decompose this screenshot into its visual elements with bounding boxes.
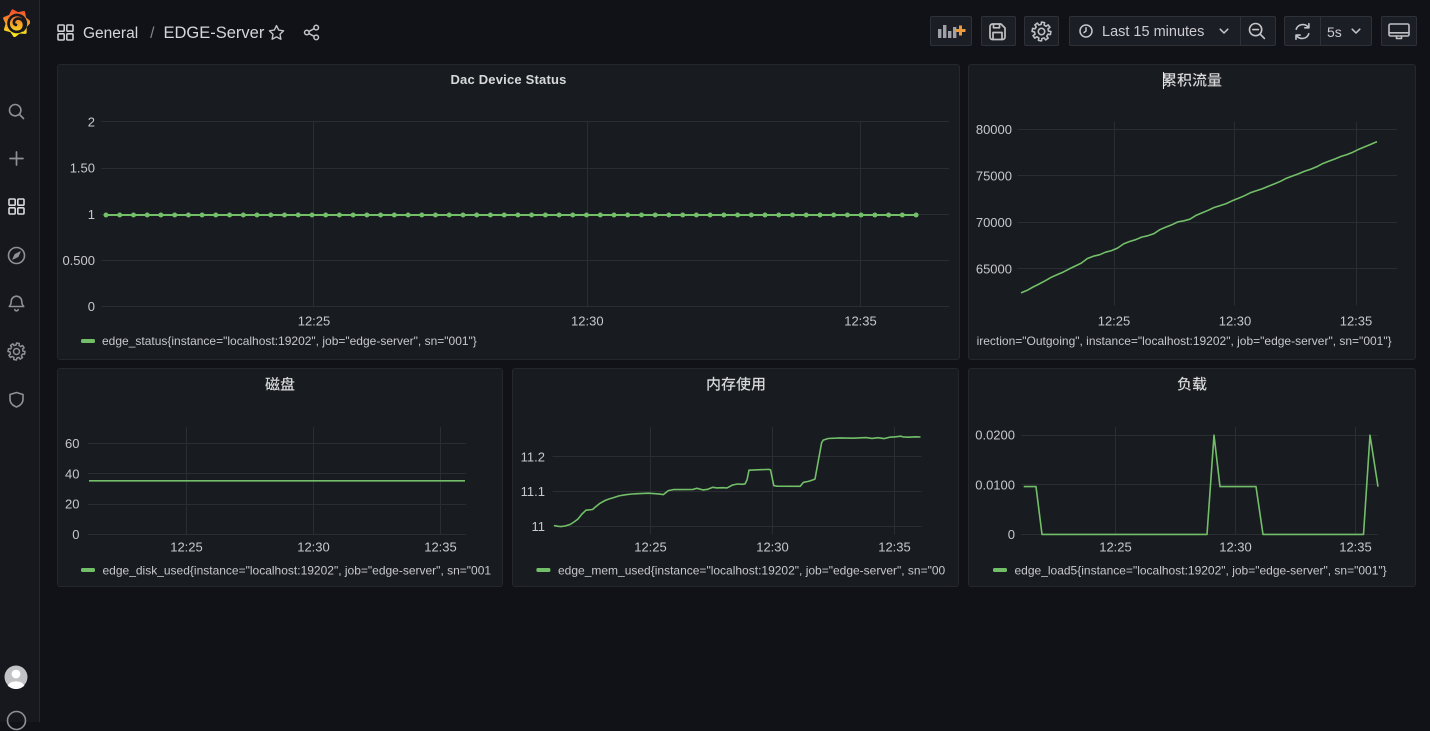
svg-text:12:35: 12:35 — [424, 540, 457, 555]
svg-text:12:25: 12:25 — [1098, 313, 1131, 328]
svg-text:60: 60 — [65, 436, 79, 451]
svg-text:80000: 80000 — [976, 122, 1012, 137]
svg-text:12:35: 12:35 — [878, 540, 911, 555]
svg-text:12:30: 12:30 — [756, 540, 789, 555]
svg-text:2: 2 — [88, 114, 95, 129]
svg-text:0.0200: 0.0200 — [975, 428, 1015, 443]
svg-text:11.1: 11.1 — [521, 484, 545, 499]
svg-text:0.0100: 0.0100 — [975, 477, 1015, 492]
svg-text:12:30: 12:30 — [297, 540, 330, 555]
svg-text:12:30: 12:30 — [1219, 313, 1252, 328]
svg-text:edge_status{instance="localhos: edge_status{instance="localhost:19202", … — [102, 334, 477, 348]
svg-text:40: 40 — [65, 466, 79, 481]
svg-text:12:25: 12:25 — [170, 540, 203, 555]
svg-text:0: 0 — [1008, 527, 1015, 542]
svg-text:1: 1 — [88, 207, 95, 222]
svg-text:edge_load5{instance="localhost: edge_load5{instance="localhost:19202", j… — [1015, 564, 1387, 578]
svg-text:edge_mem_used{instance="localh: edge_mem_used{instance="localhost:19202"… — [558, 564, 946, 578]
svg-text:11.2: 11.2 — [521, 449, 545, 464]
svg-text:0: 0 — [72, 527, 79, 542]
svg-text:0.500: 0.500 — [62, 253, 95, 268]
svg-text:12:35: 12:35 — [1339, 540, 1372, 555]
svg-text:11: 11 — [532, 519, 546, 534]
svg-text:12:25: 12:25 — [634, 540, 667, 555]
svg-text:1.50: 1.50 — [70, 161, 95, 176]
svg-text:12:35: 12:35 — [844, 313, 877, 328]
svg-text:12:30: 12:30 — [1219, 540, 1252, 555]
svg-text:irection="Outgoing", instance=: irection="Outgoing", instance="localhost… — [977, 334, 1392, 348]
svg-text:75000: 75000 — [976, 168, 1012, 183]
svg-text:65000: 65000 — [976, 261, 1012, 276]
svg-text:70000: 70000 — [976, 215, 1012, 230]
svg-text:12:25: 12:25 — [1099, 540, 1132, 555]
svg-text:12:25: 12:25 — [298, 313, 331, 328]
svg-text:12:35: 12:35 — [1340, 313, 1373, 328]
svg-text:12:30: 12:30 — [571, 313, 604, 328]
svg-text:20: 20 — [65, 497, 79, 512]
svg-text:0: 0 — [88, 299, 95, 314]
svg-text:edge_disk_used{instance="local: edge_disk_used{instance="localhost:19202… — [103, 564, 492, 578]
